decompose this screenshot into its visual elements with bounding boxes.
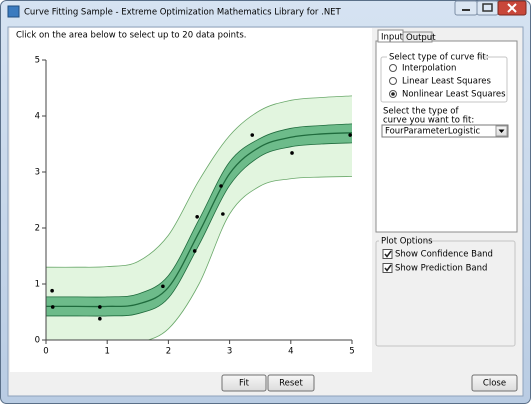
curve-type-label: Select the type of: [383, 107, 459, 117]
maximize-button[interactable]: [476, 0, 499, 16]
plot-options-group: [375, 240, 516, 347]
radio-label: Interpolation: [402, 64, 456, 74]
radio-dot: [391, 92, 395, 96]
group-label-bg: [379, 236, 425, 246]
checkbox[interactable]: [382, 249, 393, 259]
tab-label: Input: [381, 33, 404, 43]
radio-label: Linear Least Squares: [402, 77, 492, 87]
radio-label: Nonlinear Least Squares: [402, 90, 506, 100]
data-point: [348, 133, 352, 137]
confidence-band-edge: [46, 123, 352, 298]
y-tick-label: 4: [35, 112, 40, 122]
instruction-text: Click on the area below to select up to …: [16, 31, 246, 41]
x-tick-label: 4: [288, 347, 293, 357]
button-label: Reset: [279, 379, 303, 389]
data-point: [192, 249, 197, 253]
checkbox-label: Show Confidence Band: [395, 250, 493, 260]
tab-label: Output: [406, 33, 436, 43]
button-label: Fit: [239, 379, 250, 389]
dropdown-arrow: [498, 129, 505, 133]
x-tick-label: 0: [43, 347, 48, 357]
y-tick-label: 3: [35, 168, 40, 178]
data-point: [250, 133, 255, 137]
dropdown-value: FourParameterLogistic: [385, 127, 481, 137]
check-mark: [384, 250, 392, 258]
curve-type-label: curve you want to fit:: [383, 116, 474, 126]
y-tick-label: 1: [35, 280, 40, 290]
checkbox-label: Show Prediction Band: [395, 264, 487, 274]
group-label-bg: [387, 52, 477, 62]
y-tick-label: 2: [35, 224, 40, 234]
data-point: [50, 288, 54, 293]
data-point: [50, 305, 55, 309]
x-tick-label: 3: [227, 347, 232, 357]
y-tick-label: 0: [35, 336, 40, 346]
group-label: Select type of curve fit:: [389, 53, 489, 63]
prediction-band-edge: [146, 176, 352, 340]
curve-type-dropdown[interactable]: [381, 124, 509, 138]
button-label: Close: [483, 379, 506, 389]
x-tick-label: 1: [104, 347, 109, 357]
radio-button[interactable]: [389, 64, 397, 72]
data-point: [290, 151, 294, 155]
data-point: [98, 316, 102, 321]
x-tick-label: 2: [166, 347, 171, 357]
maximize-icon: [482, 3, 493, 12]
prediction-band-edge: [46, 95, 352, 268]
minimize-button[interactable]: [454, 0, 478, 16]
plot: 0 1 2 3 4 5 0 1 2 3 4 5: [35, 56, 355, 357]
x-tick-label: 5: [349, 347, 354, 357]
data-point: [98, 305, 102, 309]
app-icon: [7, 5, 20, 18]
group-label: Plot Options: [381, 237, 433, 247]
data-point: [161, 284, 165, 289]
data-point: [221, 212, 225, 216]
confidence-band-edge: [46, 142, 352, 317]
prediction-band: [46, 95, 352, 340]
radio-group: Interpolation Linear Least Squares Nonline…: [389, 64, 506, 100]
checkbox[interactable]: [382, 263, 393, 273]
check-mark: [384, 264, 392, 272]
close-icon: [507, 3, 517, 13]
checkbox-group: Show Confidence Band Show Prediction Band: [382, 249, 493, 274]
radio-button[interactable]: [389, 77, 397, 85]
window-title: Curve Fitting Sample - Extreme Optimizat…: [24, 8, 342, 18]
fit-button[interactable]: [221, 374, 267, 392]
data-point: [195, 215, 199, 219]
close-button[interactable]: [471, 374, 518, 392]
reset-button[interactable]: [267, 374, 315, 392]
data-point: [219, 184, 223, 188]
tab-output[interactable]: [402, 31, 433, 43]
y-tick-label: 5: [35, 56, 40, 66]
